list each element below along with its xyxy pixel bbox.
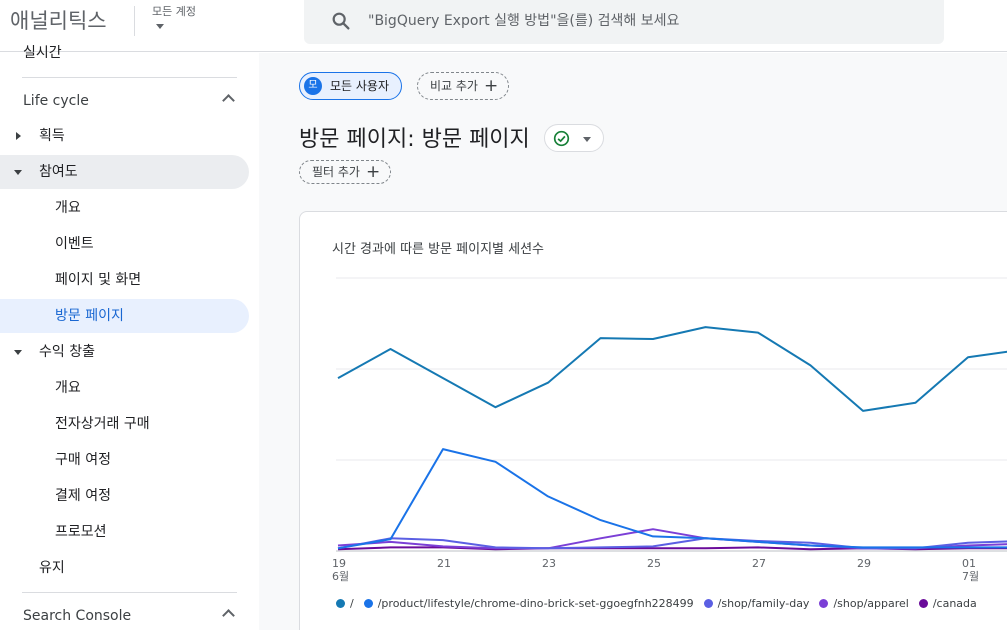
chart-legend: / /product/lifestyle/chrome-dino-brick-se… [336,597,987,610]
add-filter-button[interactable]: 필터 추가 + [299,160,392,184]
check-circle-icon [553,130,570,147]
section-label: Search Console [23,608,132,624]
series-line-0[interactable] [337,326,1007,412]
sidebar-item-label: 참여도 [39,164,78,180]
app-title[interactable]: 애널리틱스 [10,9,107,33]
add-comparison-button[interactable]: 비교 추가 + [417,72,510,100]
sidebar-item-events[interactable]: 이벤트 [55,236,94,252]
page-title: 방문 페이지: 방문 페이지 [299,127,530,152]
sidebar-item-label: 수익 창출 [39,344,95,360]
sidebar-item-monetization-overview[interactable]: 개요 [55,380,81,396]
legend-item[interactable]: /shop/family-day [703,597,810,610]
chip-label: 필터 추가 [312,165,360,179]
legend-item[interactable]: / [336,597,354,610]
sidebar-item-label: 획득 [39,128,65,144]
comparison-chip-all-users[interactable]: 모 모든 사용자 [299,72,403,100]
sidebar-item-pages-screens[interactable]: 페이지 및 화면 [55,272,142,288]
account-picker[interactable]: 모든 계정 [152,5,196,18]
chart-card: 시간 경과에 따른 방문 페이지별 세션수 19 21 23 25 27 29 01 6월 7월… [299,211,1007,630]
title-divider [134,6,135,36]
chip-label: 비교 추가 [430,79,478,93]
chip-label: 모든 사용자 [330,79,390,93]
sidebar-item-engagement-overview[interactable]: 개요 [55,200,81,216]
legend-label: / [350,597,354,610]
sidebar: 실시간 Life cycle 획득 참여도 개요 이벤트 페이지 및 화면 방문… [0,45,258,630]
sidebar-divider [22,77,237,78]
x-tick-label: 23 [542,557,556,570]
chevron-down-icon[interactable] [156,24,164,29]
chevron-up-icon[interactable] [222,609,235,622]
line-chart: 19 21 23 25 27 29 01 6월 7월 [332,277,1007,583]
sidebar-section-lifecycle[interactable]: Life cycle [0,83,249,119]
series-line-1[interactable] [337,448,1007,550]
section-label: Life cycle [23,93,89,109]
x-tick-label: 19 [332,557,346,570]
legend-swatch [703,599,713,608]
legend-label: /shop/family-day [717,597,810,610]
legend-item[interactable]: /product/lifestyle/chrome-dino-brick-set… [363,597,694,610]
sidebar-item-landing-page[interactable]: 방문 페이지 [0,299,249,333]
main-content: 모 모든 사용자 비교 추가 + 방문 페이지: 방문 페이지 필터 추가 + … [259,53,1007,630]
x-tick-label: 01 [962,557,976,570]
x-tick-label: 25 [647,557,661,570]
search-input[interactable]: "BigQuery Export 실행 방법"을(를) 검색해 보세요 [304,0,944,44]
plus-icon: + [483,76,499,96]
legend-label: /canada [932,597,977,610]
chevron-down-icon [583,137,591,142]
legend-label: /product/lifestyle/chrome-dino-brick-set… [377,597,694,610]
chart-title: 시간 경과에 따른 방문 페이지별 세션수 [332,242,545,257]
sidebar-item-realtime[interactable]: 실시간 [23,45,62,61]
plus-icon: + [365,162,381,182]
sidebar-item-monetization[interactable]: 수익 창출 [0,335,249,369]
sidebar-item-retention[interactable]: 유지 [39,560,65,576]
x-month-label: 7월 [962,570,979,583]
legend-swatch [336,599,345,608]
sidebar-section-search-console[interactable]: Search Console [0,598,249,630]
sidebar-divider [22,592,237,593]
avatar: 모 [304,77,322,95]
search-icon [332,12,350,30]
sidebar-item-acquisition[interactable]: 획득 [0,119,249,153]
x-tick-label: 21 [437,557,451,570]
sidebar-item-promotions[interactable]: 프로모션 [55,524,107,540]
report-status-button[interactable] [544,124,604,152]
x-tick-label: 27 [752,557,766,570]
x-tick-label: 29 [857,557,871,570]
legend-item[interactable]: /canada [918,597,977,610]
caret-right-icon [16,132,21,140]
caret-down-icon [14,170,22,175]
series-line-3[interactable] [337,528,1007,550]
sidebar-item-engagement[interactable]: 참여도 [0,155,249,189]
legend-item[interactable]: /shop/apparel [819,597,909,610]
search-placeholder: "BigQuery Export 실행 방법"을(를) 검색해 보세요 [368,13,680,29]
sidebar-item-checkout-journey[interactable]: 결제 여정 [55,488,111,504]
legend-swatch [918,599,928,608]
sidebar-item-purchase-journey[interactable]: 구매 여정 [55,452,111,468]
legend-swatch [363,599,373,608]
caret-down-icon [14,350,22,355]
legend-swatch [819,599,829,608]
sidebar-item-ecommerce-purchases[interactable]: 전자상거래 구매 [55,416,150,432]
chevron-up-icon[interactable] [222,94,235,107]
x-month-label: 6월 [332,570,349,583]
top-app-bar: 애널리틱스 모든 계정 "BigQuery Export 실행 방법"을(를) … [0,0,1007,52]
legend-label: /shop/apparel [833,597,909,610]
